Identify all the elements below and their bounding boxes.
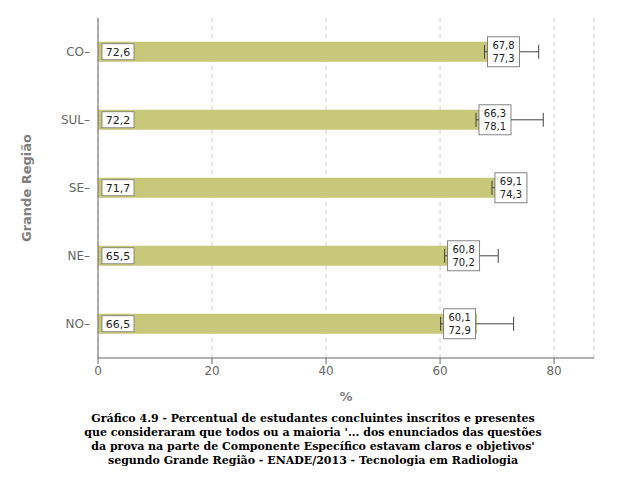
svg-text:SE–: SE– — [69, 181, 90, 195]
svg-text:66,3: 66,3 — [484, 108, 506, 119]
svg-text:72,2: 72,2 — [106, 114, 131, 127]
svg-text:72,9: 72,9 — [449, 325, 471, 336]
svg-text:%: % — [339, 389, 352, 404]
svg-text:69,1: 69,1 — [500, 176, 522, 187]
svg-text:40: 40 — [318, 364, 333, 378]
svg-text:77,3: 77,3 — [492, 53, 514, 64]
svg-text:60,8: 60,8 — [452, 244, 474, 255]
svg-text:NE–: NE– — [67, 249, 90, 263]
svg-text:65,5: 65,5 — [106, 250, 131, 263]
svg-text:NO–: NO– — [66, 317, 90, 331]
svg-text:71,7: 71,7 — [106, 182, 131, 195]
svg-text:80: 80 — [546, 364, 561, 378]
svg-text:20: 20 — [204, 364, 219, 378]
html-text:que consideraram que todos ou: que consideraram que todos ou a maioria … — [84, 426, 542, 439]
svg-text:72,6: 72,6 — [106, 46, 131, 59]
svg-text:67,8: 67,8 — [492, 40, 514, 51]
html-text:da prova na parte de Component: da prova na parte de Componente Específi… — [91, 440, 535, 453]
html-text:segundo Grande Região - ENADE/: segundo Grande Região - ENADE/2013 - Tec… — [108, 454, 518, 467]
svg-text:60,1: 60,1 — [449, 312, 471, 323]
svg-text:Grande Região: Grande Região — [19, 134, 34, 242]
svg-text:70,2: 70,2 — [452, 257, 474, 268]
html-text:Gráfico 4.9 - Percentual de es: Gráfico 4.9 - Percentual de estudantes c… — [91, 412, 535, 425]
svg-text:78,1: 78,1 — [484, 121, 506, 132]
svg-text:0: 0 — [94, 364, 102, 378]
svg-text:74,3: 74,3 — [500, 189, 522, 200]
svg-text:SUL–: SUL– — [61, 113, 90, 127]
svg-text:66,5: 66,5 — [106, 318, 131, 331]
svg-text:60: 60 — [432, 364, 447, 378]
svg-text:CO–: CO– — [66, 45, 90, 59]
